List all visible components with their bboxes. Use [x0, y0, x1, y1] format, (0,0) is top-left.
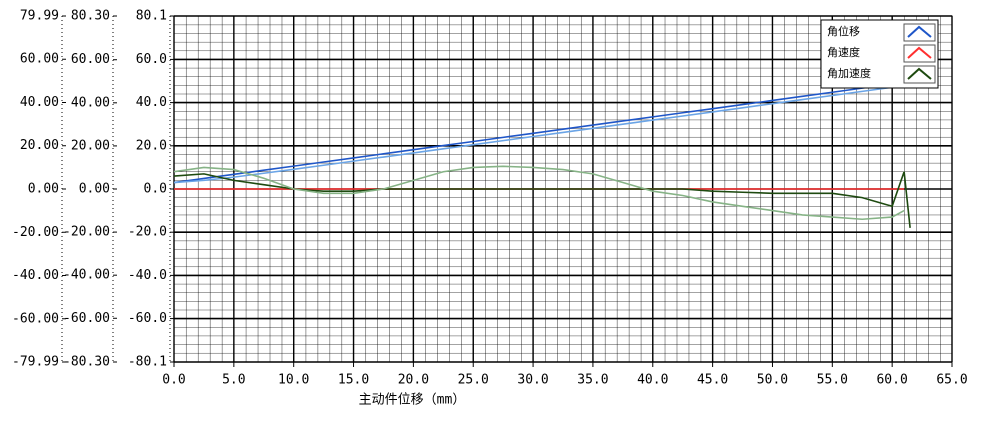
y-tick-label: -80.1	[128, 355, 167, 370]
series-line	[173, 165, 905, 221]
y-tick-label: -80.30	[63, 355, 110, 370]
series-line	[173, 81, 905, 184]
x-tick-label: 20.0	[398, 373, 429, 388]
legend-swatch	[907, 46, 932, 59]
x-tick-label: 15.0	[338, 373, 369, 388]
y-tick-label: 60.0	[136, 52, 167, 67]
y-tick-label: 20.00	[71, 138, 110, 153]
legend-swatch	[907, 25, 932, 38]
legend-label: 角位移	[827, 24, 860, 38]
y-tick-label: -60.0	[128, 311, 167, 326]
legend-label: 角加速度	[827, 66, 871, 80]
legend-label: 角速度	[827, 45, 860, 59]
y-tick-label: -79.99	[12, 355, 59, 370]
x-tick-label: 10.0	[278, 373, 309, 388]
legend-swatch-box	[903, 44, 936, 63]
y-tick-label: 80.1	[136, 9, 167, 24]
y-tick-label: 60.00	[20, 52, 59, 67]
x-tick-label: 55.0	[817, 373, 848, 388]
x-tick-label: 35.0	[577, 373, 608, 388]
y-tick-label: -20.00	[12, 225, 59, 240]
x-tick-label: 25.0	[458, 373, 489, 388]
y-tick-label: 40.00	[20, 95, 59, 110]
x-tick-label: 65.0	[936, 373, 967, 388]
y-tick-label: -20.0	[128, 225, 167, 240]
y-tick-label: -40.00	[63, 268, 110, 283]
x-axis-title: 主动件位移（mm）	[359, 393, 466, 408]
y-tick-label: 0.00	[28, 182, 59, 197]
legend-swatch	[907, 67, 932, 80]
y-tick-label: 60.00	[71, 52, 110, 67]
y-tick-label: -60.00	[63, 311, 110, 326]
legend-swatch-box	[903, 65, 936, 84]
x-tick-label: 60.0	[876, 373, 907, 388]
x-tick-label: 45.0	[697, 373, 728, 388]
y-tick-label: -20.00	[63, 225, 110, 240]
x-tick-label: 0.0	[162, 373, 185, 388]
y-tick-label: 0.0	[144, 182, 167, 197]
y-tick-label: 0.00	[79, 182, 110, 197]
y-tick-label: -40.00	[12, 268, 59, 283]
y-tick-label: 20.0	[136, 138, 167, 153]
y-tick-label: 80.30	[71, 9, 110, 24]
x-tick-label: 50.0	[757, 373, 788, 388]
y-tick-label: 20.00	[20, 138, 59, 153]
legend-swatch-box	[903, 23, 936, 42]
y-tick-label: 79.99	[20, 9, 59, 24]
y-tick-label: -60.00	[12, 311, 59, 326]
y-tick-label: 40.0	[136, 95, 167, 110]
x-tick-label: 40.0	[637, 373, 668, 388]
x-tick-label: 5.0	[222, 373, 245, 388]
y-tick-label: 40.00	[71, 95, 110, 110]
y-tick-label: -40.0	[128, 268, 167, 283]
series-line	[173, 84, 905, 184]
x-tick-label: 30.0	[517, 373, 548, 388]
